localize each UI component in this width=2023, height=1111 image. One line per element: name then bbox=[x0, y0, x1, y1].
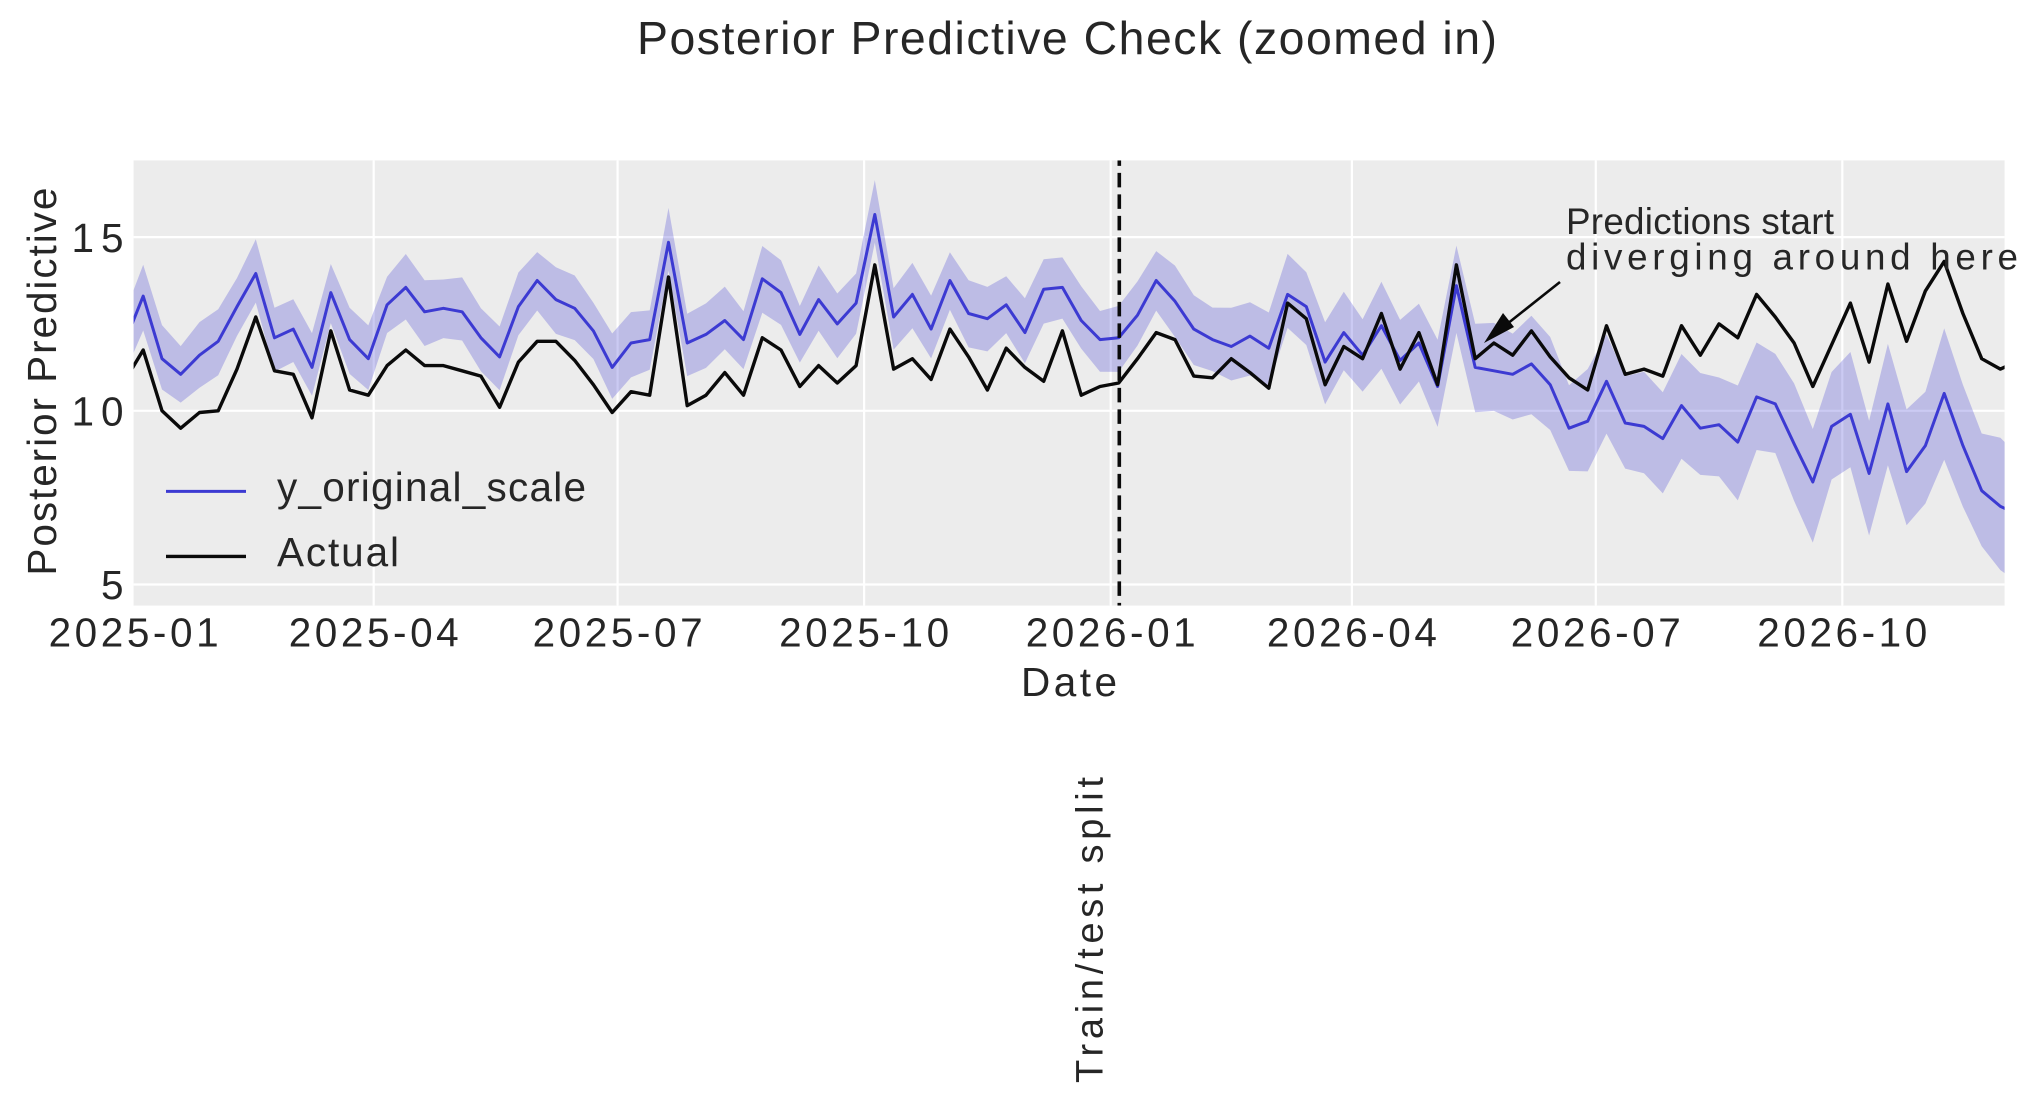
svg-text:diverging around here: diverging around here bbox=[1566, 237, 2018, 278]
svg-text:Posterior Predictive: Posterior Predictive bbox=[19, 188, 65, 576]
svg-text:5: 5 bbox=[101, 562, 124, 608]
svg-text:Train/test split: Train/test split bbox=[1070, 777, 1112, 1083]
svg-text:2025-01: 2025-01 bbox=[49, 610, 219, 656]
svg-text:2026-07: 2026-07 bbox=[1511, 610, 1681, 656]
svg-text:Predictions start: Predictions start bbox=[1566, 201, 1834, 242]
svg-text:2026-01: 2026-01 bbox=[1026, 610, 1196, 656]
svg-text:Posterior Predictive Check (zo: Posterior Predictive Check (zoomed in) bbox=[637, 12, 1497, 64]
svg-text:2026-10: 2026-10 bbox=[1757, 610, 1927, 656]
svg-text:Actual: Actual bbox=[277, 529, 399, 575]
svg-text:y_original_scale: y_original_scale bbox=[277, 464, 586, 510]
svg-text:Date: Date bbox=[1021, 659, 1117, 705]
svg-text:2025-07: 2025-07 bbox=[533, 610, 703, 656]
svg-text:2025-04: 2025-04 bbox=[289, 610, 459, 656]
svg-text:2025-10: 2025-10 bbox=[779, 610, 949, 656]
svg-text:2026-04: 2026-04 bbox=[1267, 610, 1437, 656]
